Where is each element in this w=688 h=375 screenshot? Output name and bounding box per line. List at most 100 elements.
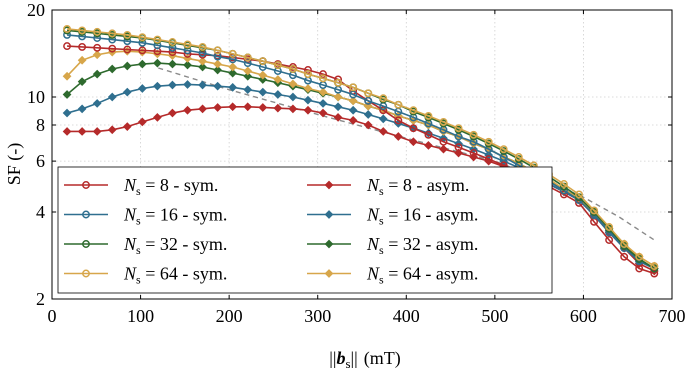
data-point xyxy=(243,102,253,112)
data-point xyxy=(258,87,268,97)
data-point xyxy=(288,65,297,73)
data-point xyxy=(620,240,629,248)
data-point xyxy=(137,117,147,127)
data-point xyxy=(93,27,102,36)
legend-label: Ns = 16 - asym. xyxy=(366,205,478,228)
data-point xyxy=(213,59,222,69)
legend-item: Ns = 64 - asym. xyxy=(307,264,478,287)
data-point xyxy=(138,33,147,42)
data-point xyxy=(62,108,72,118)
data-point xyxy=(635,252,644,261)
data-point xyxy=(304,66,312,74)
series-line xyxy=(66,83,655,270)
data-point xyxy=(378,127,388,136)
data-point xyxy=(62,90,72,99)
data-point xyxy=(364,89,373,98)
data-point xyxy=(469,130,478,139)
data-point xyxy=(198,42,207,51)
data-point xyxy=(318,108,328,118)
y-tick-label: 6 xyxy=(36,151,45,171)
legend-item: Ns = 16 - asym. xyxy=(307,205,478,228)
data-point xyxy=(198,62,207,72)
x-tick-label: 400 xyxy=(393,306,420,326)
data-point xyxy=(213,103,222,112)
data-point xyxy=(228,68,238,78)
x-tick-label: 700 xyxy=(659,306,686,326)
data-point xyxy=(78,42,87,51)
data-point xyxy=(319,74,327,83)
data-point xyxy=(559,180,568,188)
data-point xyxy=(605,236,614,244)
data-point xyxy=(514,153,523,161)
legend-item: Ns = 32 - sym. xyxy=(64,234,227,257)
data-point xyxy=(499,145,508,154)
data-point xyxy=(620,252,629,261)
data-point xyxy=(378,114,388,124)
data-point xyxy=(424,141,433,150)
data-point xyxy=(153,35,162,44)
series-line xyxy=(66,28,655,267)
data-point xyxy=(288,79,298,89)
data-point xyxy=(273,90,283,99)
data-point xyxy=(288,92,298,102)
data-point xyxy=(333,102,343,112)
data-point xyxy=(439,117,448,126)
data-point xyxy=(153,113,162,122)
data-point xyxy=(63,42,72,51)
data-point xyxy=(484,137,493,146)
data-point xyxy=(363,120,373,130)
data-point xyxy=(228,82,238,92)
x-tick-label: 0 xyxy=(48,306,57,326)
data-point xyxy=(273,61,282,69)
legend-label: Ns = 16 - sym. xyxy=(123,205,227,228)
data-point xyxy=(243,53,252,62)
data-point xyxy=(348,96,358,106)
legend-item: Ns = 8 - asym. xyxy=(307,175,469,198)
data-point xyxy=(168,108,177,118)
y-tick-label: 4 xyxy=(36,202,45,222)
data-point xyxy=(213,46,222,55)
data-point xyxy=(228,102,238,112)
data-point xyxy=(228,55,237,64)
data-point xyxy=(409,106,418,115)
data-point xyxy=(198,104,207,114)
data-point xyxy=(153,81,162,91)
data-point xyxy=(484,155,493,163)
legend-label: Ns = 32 - asym. xyxy=(366,234,478,257)
data-point xyxy=(394,116,403,125)
data-point xyxy=(77,127,87,136)
data-point xyxy=(379,106,388,115)
axis-ticks: 0 100 200 300 400 500 600 700 2 4 6 8 10 20 xyxy=(27,0,686,326)
data-point xyxy=(635,264,644,273)
data-point xyxy=(168,80,177,90)
data-point xyxy=(439,144,448,154)
data-point xyxy=(303,95,313,105)
x-tick-label: 300 xyxy=(304,306,331,326)
plot-frame xyxy=(51,9,673,300)
data-point xyxy=(213,81,222,91)
x-tick-label: 200 xyxy=(216,306,243,326)
series-reference-dashed xyxy=(158,67,655,241)
data-point xyxy=(394,100,403,109)
data-point xyxy=(93,43,102,52)
data-point xyxy=(273,75,283,84)
legend: Ns = 8 - sym. Ns = 8 - asym. Ns = 16 - sym… xyxy=(57,166,553,294)
data-point xyxy=(183,40,192,49)
data-point xyxy=(108,44,117,53)
legend-item: Ns = 64 - sym. xyxy=(64,264,227,287)
data-point xyxy=(137,84,147,93)
y-tick-label: 20 xyxy=(27,0,45,20)
data-point xyxy=(324,180,334,190)
data-point xyxy=(123,30,132,39)
data-point xyxy=(304,70,312,79)
data-point xyxy=(82,210,90,219)
data-point xyxy=(82,181,90,189)
data-point xyxy=(108,29,117,38)
data-point xyxy=(92,69,102,79)
data-point xyxy=(243,71,253,81)
data-point xyxy=(318,99,328,108)
series-line xyxy=(66,34,655,270)
data-point xyxy=(454,143,463,152)
data-point xyxy=(424,111,433,120)
x-tick-label: 100 xyxy=(127,306,154,326)
